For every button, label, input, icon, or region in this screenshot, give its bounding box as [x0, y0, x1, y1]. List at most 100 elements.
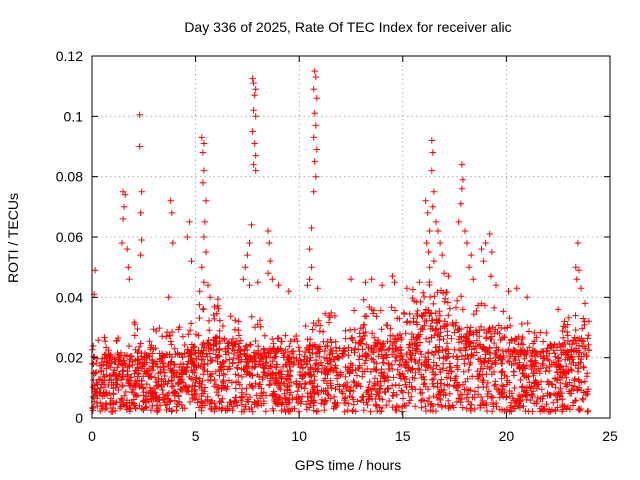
data-point	[136, 343, 143, 351]
data-point	[199, 179, 207, 186]
data-point	[312, 173, 319, 180]
data-point	[116, 399, 124, 406]
data-point	[317, 322, 324, 329]
data-point	[249, 358, 256, 365]
data-point	[120, 203, 128, 210]
data-point	[227, 313, 234, 320]
data-point	[539, 360, 546, 367]
data-point	[373, 360, 380, 367]
data-point	[448, 368, 455, 376]
data-point	[252, 337, 259, 345]
data-point	[168, 408, 175, 415]
data-point	[156, 324, 163, 332]
data-point	[585, 346, 593, 354]
data-point	[206, 294, 214, 301]
data-point	[207, 406, 214, 413]
data-point	[207, 377, 214, 384]
data-point	[141, 361, 148, 368]
data-point	[580, 363, 587, 370]
data-point	[164, 401, 171, 408]
data-point	[193, 390, 200, 398]
data-point	[563, 405, 570, 412]
data-point	[251, 364, 258, 371]
data-point	[388, 304, 395, 311]
data-point	[459, 176, 467, 183]
data-point	[571, 377, 578, 384]
data-point	[198, 356, 205, 364]
data-point	[453, 297, 461, 304]
data-point	[296, 395, 304, 403]
data-point	[119, 382, 126, 389]
data-point	[205, 317, 213, 324]
data-point	[376, 395, 383, 402]
data-point	[472, 343, 479, 350]
data-point	[259, 392, 266, 399]
data-point	[235, 318, 242, 325]
data-point	[536, 370, 543, 377]
data-point	[539, 395, 546, 402]
data-point	[285, 396, 292, 403]
data-point	[555, 390, 563, 397]
data-point	[498, 382, 506, 389]
data-point	[242, 403, 249, 410]
data-point	[582, 391, 590, 399]
data-point	[176, 374, 183, 381]
data-point	[574, 239, 582, 247]
data-point	[371, 375, 379, 382]
data-point	[267, 362, 274, 369]
data-point	[347, 360, 355, 367]
data-point	[576, 342, 583, 349]
data-point	[406, 379, 413, 386]
data-point	[446, 305, 454, 312]
data-point	[518, 340, 525, 347]
data-point	[441, 270, 448, 277]
data-point	[101, 334, 108, 341]
data-point	[433, 326, 440, 333]
data-point	[436, 308, 443, 315]
data-point	[498, 369, 505, 376]
data-point	[275, 282, 282, 289]
data-point	[426, 312, 433, 320]
data-point	[283, 387, 291, 394]
data-point	[366, 303, 373, 311]
data-point	[321, 397, 329, 404]
data-point	[245, 363, 252, 370]
data-point	[524, 319, 531, 327]
data-point	[493, 344, 500, 351]
data-point	[134, 325, 141, 333]
data-point	[140, 373, 147, 380]
data-point	[186, 327, 194, 334]
data-point	[350, 377, 357, 385]
data-point	[559, 403, 566, 410]
data-point	[515, 341, 522, 348]
data-point	[123, 406, 130, 413]
data-point	[409, 286, 417, 293]
data-point	[93, 379, 101, 387]
data-point	[471, 405, 478, 413]
data-point	[219, 359, 226, 366]
data-point	[307, 343, 315, 350]
data-point	[348, 335, 355, 342]
data-point	[359, 335, 366, 342]
data-point	[331, 403, 338, 410]
data-point	[385, 346, 392, 353]
data-point	[471, 388, 479, 395]
data-point	[398, 353, 405, 360]
data-point	[331, 312, 339, 320]
data-point	[444, 354, 451, 361]
data-point	[352, 366, 359, 374]
data-point	[501, 372, 508, 379]
data-point	[201, 361, 208, 368]
data-point	[142, 393, 150, 400]
data-point	[314, 349, 321, 356]
data-point	[488, 248, 496, 256]
data-point	[351, 326, 358, 333]
data-point	[308, 264, 315, 271]
data-point	[384, 373, 391, 380]
data-point	[443, 340, 451, 347]
data-point	[145, 389, 152, 397]
data-point	[393, 354, 400, 361]
data-point	[279, 350, 287, 357]
data-point	[539, 361, 547, 369]
data-point	[431, 293, 438, 300]
